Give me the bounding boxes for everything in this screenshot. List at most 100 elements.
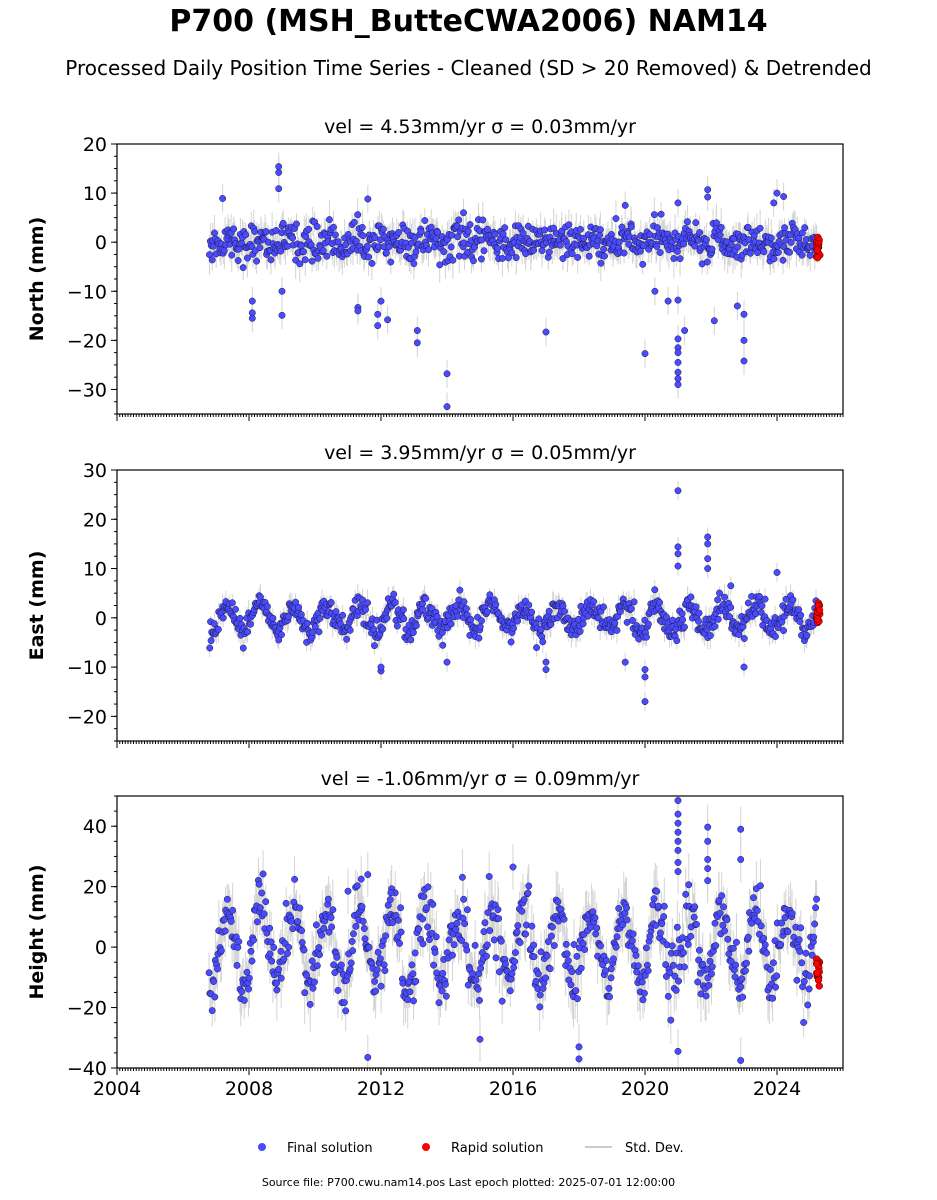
final-point <box>294 918 302 926</box>
y-axis-label: East (mm) <box>26 551 48 661</box>
final-point <box>346 965 354 973</box>
final-point <box>721 927 728 935</box>
final-point <box>774 248 782 256</box>
final-point <box>360 925 368 932</box>
final-point <box>628 937 636 945</box>
final-point <box>440 248 448 256</box>
final-solution-points <box>206 487 821 706</box>
final-point <box>746 249 754 257</box>
final-point <box>383 614 391 622</box>
final-point <box>424 883 432 891</box>
final-point <box>539 985 547 992</box>
final-point <box>328 923 336 931</box>
final-point <box>691 242 699 250</box>
final-point <box>364 195 372 203</box>
final-point <box>413 339 421 347</box>
final-point <box>574 253 582 261</box>
final-point <box>210 978 218 985</box>
final-point <box>760 248 768 256</box>
plot-frame <box>116 143 844 415</box>
final-point <box>256 244 264 252</box>
final-point <box>537 948 545 956</box>
final-point <box>278 311 286 319</box>
final-point <box>592 930 600 938</box>
final-point <box>516 939 524 946</box>
final-point <box>685 881 693 889</box>
final-point <box>542 666 550 674</box>
final-point <box>308 957 316 965</box>
final-point <box>597 259 605 267</box>
final-point <box>673 248 681 255</box>
final-point <box>313 223 321 231</box>
final-point <box>727 603 735 611</box>
final-point <box>432 933 440 941</box>
final-point <box>247 947 255 955</box>
final-point <box>771 633 779 640</box>
final-point <box>781 224 789 232</box>
final-point <box>615 904 623 912</box>
final-point <box>464 227 472 235</box>
final-point <box>262 228 270 236</box>
final-point <box>456 586 464 594</box>
final-point <box>671 972 679 980</box>
final-point <box>508 249 516 257</box>
final-point <box>641 666 649 674</box>
final-point <box>708 970 715 978</box>
final-point <box>449 256 457 264</box>
final-point <box>536 991 544 999</box>
final-point <box>501 224 509 232</box>
final-point <box>298 939 306 946</box>
final-point <box>590 598 597 605</box>
final-point <box>219 195 227 202</box>
final-point <box>340 999 348 1007</box>
final-point <box>342 241 350 249</box>
final-point <box>738 975 746 983</box>
final-point <box>248 314 256 322</box>
final-point <box>510 964 518 971</box>
final-point <box>352 237 360 245</box>
final-point <box>235 938 243 946</box>
final-point <box>419 940 427 948</box>
final-point <box>496 968 503 976</box>
final-point <box>704 565 712 572</box>
final-point <box>782 595 790 603</box>
final-point <box>352 922 360 930</box>
final-point <box>316 614 324 622</box>
final-point <box>425 246 432 254</box>
final-point <box>801 224 809 232</box>
final-point <box>306 1000 314 1008</box>
final-point <box>382 932 390 940</box>
final-point <box>410 260 418 267</box>
final-point <box>303 619 311 627</box>
final-point <box>767 234 775 242</box>
final-point <box>453 919 461 927</box>
final-point <box>806 251 814 259</box>
final-point <box>733 302 741 310</box>
final-point <box>660 913 668 921</box>
final-point <box>673 923 681 931</box>
final-point <box>542 974 550 982</box>
final-point <box>234 257 242 264</box>
final-point <box>687 593 695 601</box>
final-point <box>674 359 682 366</box>
final-point <box>228 599 236 607</box>
final-point <box>641 698 649 706</box>
final-point <box>410 997 417 1005</box>
final-point <box>612 943 620 951</box>
final-point <box>260 910 268 918</box>
final-point <box>499 230 507 238</box>
final-point <box>652 921 660 929</box>
final-point <box>548 932 555 940</box>
final-point <box>639 260 647 268</box>
final-point <box>720 903 727 911</box>
final-solution-points <box>206 163 821 411</box>
final-point <box>568 250 576 258</box>
final-point <box>229 906 237 914</box>
final-point <box>469 970 477 978</box>
final-point <box>557 905 565 913</box>
y-tick-label: 20 <box>83 134 107 156</box>
final-point <box>674 199 682 207</box>
final-point <box>438 987 446 995</box>
final-point <box>756 592 763 600</box>
final-point <box>716 231 724 239</box>
